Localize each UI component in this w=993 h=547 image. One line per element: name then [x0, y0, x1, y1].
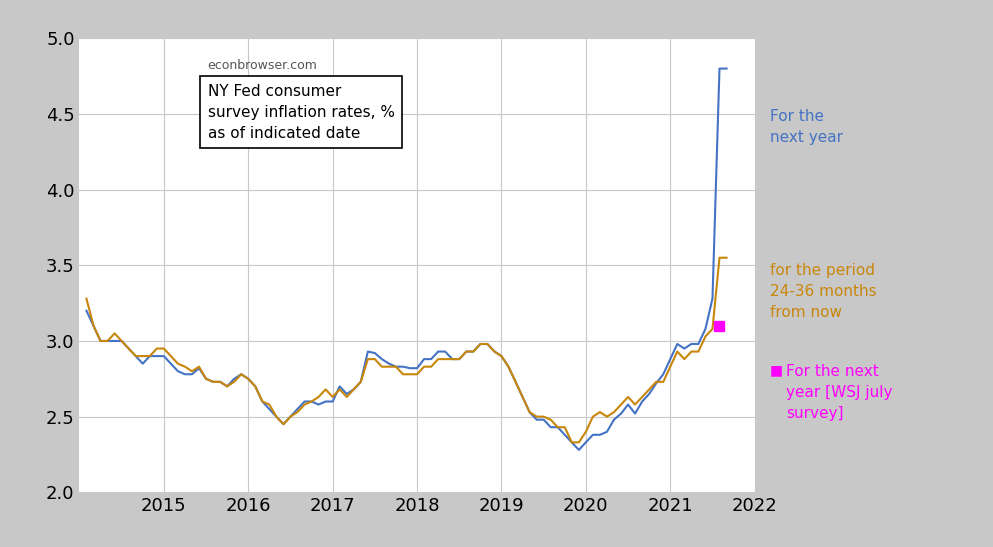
Text: For the next
year [WSJ july
survey]: For the next year [WSJ july survey]: [786, 364, 893, 421]
Text: ■: ■: [770, 364, 787, 378]
Text: for the period
24-36 months
from now: for the period 24-36 months from now: [770, 263, 876, 319]
Text: econbrowser.com: econbrowser.com: [208, 59, 318, 72]
Text: NY Fed consumer
survey inflation rates, %
as of indicated date: NY Fed consumer survey inflation rates, …: [208, 84, 395, 141]
Text: For the
next year: For the next year: [770, 109, 843, 146]
